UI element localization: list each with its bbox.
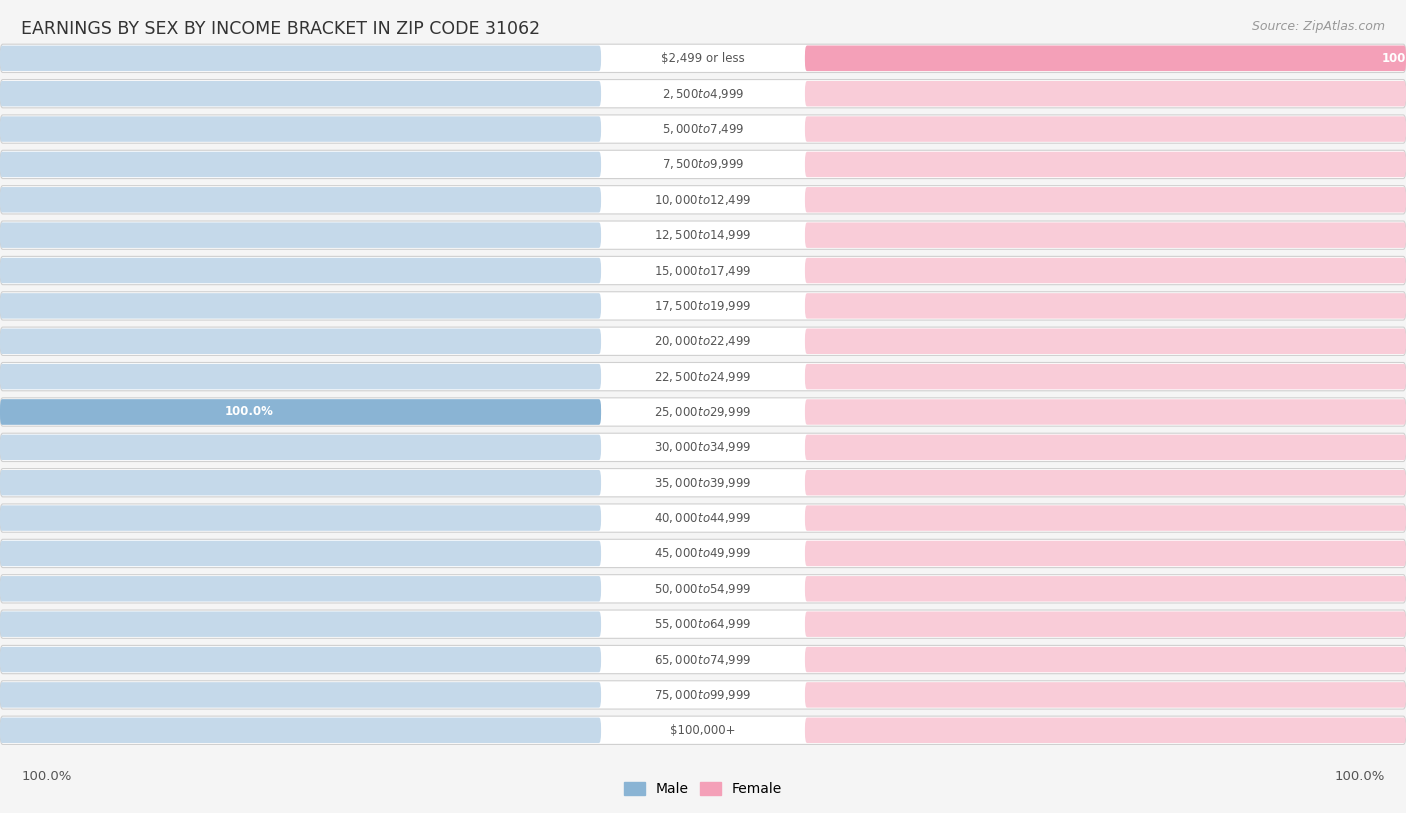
Text: 100.0%: 100.0% (1334, 770, 1385, 783)
Text: $5,000 to $7,499: $5,000 to $7,499 (662, 122, 744, 136)
FancyBboxPatch shape (0, 576, 602, 602)
FancyBboxPatch shape (0, 80, 1406, 108)
FancyBboxPatch shape (0, 682, 602, 707)
Text: EARNINGS BY SEX BY INCOME BRACKET IN ZIP CODE 31062: EARNINGS BY SEX BY INCOME BRACKET IN ZIP… (21, 20, 540, 38)
FancyBboxPatch shape (0, 115, 1406, 143)
FancyBboxPatch shape (0, 258, 602, 283)
FancyBboxPatch shape (0, 116, 602, 141)
FancyBboxPatch shape (0, 504, 1406, 533)
FancyBboxPatch shape (0, 539, 1406, 567)
FancyBboxPatch shape (0, 328, 602, 354)
FancyBboxPatch shape (0, 364, 602, 389)
FancyBboxPatch shape (0, 44, 1406, 72)
FancyBboxPatch shape (0, 223, 602, 248)
FancyBboxPatch shape (804, 46, 1406, 71)
FancyBboxPatch shape (0, 470, 602, 495)
Text: $30,000 to $34,999: $30,000 to $34,999 (654, 441, 752, 454)
Text: 100.0%: 100.0% (225, 406, 274, 419)
FancyBboxPatch shape (0, 46, 602, 71)
FancyBboxPatch shape (0, 468, 1406, 497)
Text: $50,000 to $54,999: $50,000 to $54,999 (654, 582, 752, 596)
FancyBboxPatch shape (804, 116, 1406, 141)
FancyBboxPatch shape (0, 718, 602, 743)
FancyBboxPatch shape (804, 223, 1406, 248)
FancyBboxPatch shape (0, 185, 1406, 214)
FancyBboxPatch shape (804, 328, 1406, 354)
FancyBboxPatch shape (0, 292, 1406, 320)
Text: $25,000 to $29,999: $25,000 to $29,999 (654, 405, 752, 419)
FancyBboxPatch shape (0, 506, 602, 531)
FancyBboxPatch shape (804, 258, 1406, 283)
FancyBboxPatch shape (0, 716, 1406, 745)
FancyBboxPatch shape (0, 187, 602, 212)
FancyBboxPatch shape (804, 647, 1406, 672)
FancyBboxPatch shape (0, 152, 602, 177)
FancyBboxPatch shape (804, 46, 1406, 71)
FancyBboxPatch shape (0, 327, 1406, 355)
FancyBboxPatch shape (804, 718, 1406, 743)
FancyBboxPatch shape (804, 506, 1406, 531)
FancyBboxPatch shape (0, 81, 602, 107)
Text: $12,500 to $14,999: $12,500 to $14,999 (654, 228, 752, 242)
FancyBboxPatch shape (804, 541, 1406, 566)
Text: Source: ZipAtlas.com: Source: ZipAtlas.com (1251, 20, 1385, 33)
FancyBboxPatch shape (0, 680, 1406, 709)
Text: $65,000 to $74,999: $65,000 to $74,999 (654, 653, 752, 667)
FancyBboxPatch shape (0, 433, 1406, 462)
FancyBboxPatch shape (804, 470, 1406, 495)
Text: $75,000 to $99,999: $75,000 to $99,999 (654, 688, 752, 702)
FancyBboxPatch shape (0, 399, 602, 424)
Legend: Male, Female: Male, Female (619, 777, 787, 802)
Text: $10,000 to $12,499: $10,000 to $12,499 (654, 193, 752, 207)
Text: $15,000 to $17,499: $15,000 to $17,499 (654, 263, 752, 277)
Text: $100,000+: $100,000+ (671, 724, 735, 737)
FancyBboxPatch shape (0, 221, 1406, 250)
Text: $55,000 to $64,999: $55,000 to $64,999 (654, 617, 752, 631)
FancyBboxPatch shape (0, 646, 1406, 674)
FancyBboxPatch shape (804, 435, 1406, 460)
FancyBboxPatch shape (0, 399, 602, 424)
Text: $2,500 to $4,999: $2,500 to $4,999 (662, 87, 744, 101)
FancyBboxPatch shape (804, 611, 1406, 637)
Text: $35,000 to $39,999: $35,000 to $39,999 (654, 476, 752, 489)
FancyBboxPatch shape (804, 152, 1406, 177)
FancyBboxPatch shape (0, 610, 1406, 638)
FancyBboxPatch shape (0, 363, 1406, 391)
Text: $45,000 to $49,999: $45,000 to $49,999 (654, 546, 752, 560)
FancyBboxPatch shape (804, 293, 1406, 319)
FancyBboxPatch shape (0, 150, 1406, 179)
FancyBboxPatch shape (0, 611, 602, 637)
FancyBboxPatch shape (0, 541, 602, 566)
FancyBboxPatch shape (0, 398, 1406, 426)
FancyBboxPatch shape (804, 576, 1406, 602)
FancyBboxPatch shape (0, 256, 1406, 285)
Text: $40,000 to $44,999: $40,000 to $44,999 (654, 511, 752, 525)
FancyBboxPatch shape (804, 81, 1406, 107)
FancyBboxPatch shape (804, 682, 1406, 707)
Text: 100.0%: 100.0% (21, 770, 72, 783)
FancyBboxPatch shape (0, 647, 602, 672)
FancyBboxPatch shape (0, 293, 602, 319)
Text: $2,499 or less: $2,499 or less (661, 52, 745, 65)
Text: $22,500 to $24,999: $22,500 to $24,999 (654, 370, 752, 384)
Text: 100.0%: 100.0% (1382, 52, 1406, 65)
Text: $17,500 to $19,999: $17,500 to $19,999 (654, 299, 752, 313)
FancyBboxPatch shape (804, 364, 1406, 389)
FancyBboxPatch shape (0, 575, 1406, 603)
Text: $7,500 to $9,999: $7,500 to $9,999 (662, 158, 744, 172)
FancyBboxPatch shape (0, 435, 602, 460)
Text: $20,000 to $22,499: $20,000 to $22,499 (654, 334, 752, 348)
FancyBboxPatch shape (804, 187, 1406, 212)
FancyBboxPatch shape (804, 399, 1406, 424)
